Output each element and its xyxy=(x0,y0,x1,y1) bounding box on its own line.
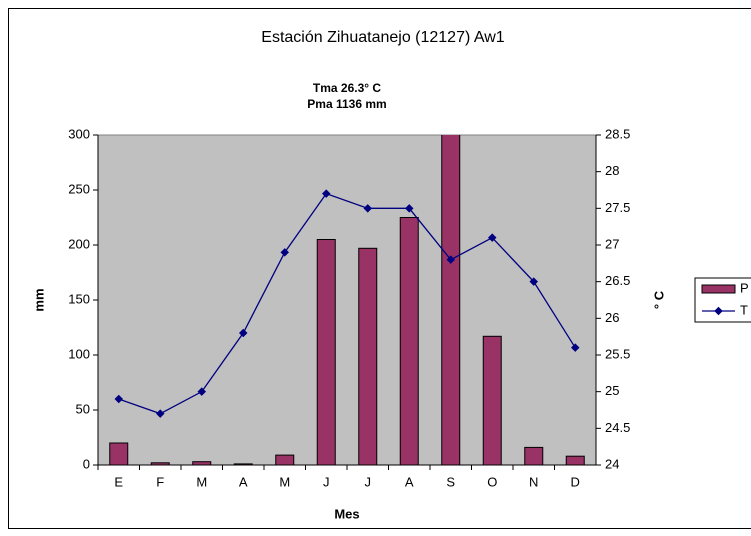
legend-marker xyxy=(714,306,723,316)
point xyxy=(197,387,206,396)
bar xyxy=(399,217,419,465)
y-tick-label: 200 xyxy=(68,236,90,251)
point xyxy=(239,328,248,338)
bar xyxy=(109,442,129,465)
x-tick-label: O xyxy=(487,474,497,489)
legend-swatch xyxy=(701,284,736,294)
point xyxy=(322,189,331,198)
y-tick-label: 250 xyxy=(68,181,90,196)
bar xyxy=(150,462,170,465)
x-tick-label: A xyxy=(239,474,248,489)
bar xyxy=(524,446,544,465)
point xyxy=(446,255,455,264)
point xyxy=(405,204,414,213)
point xyxy=(363,204,372,213)
y-tick-label: 300 xyxy=(68,126,90,141)
y-tick-label: 50 xyxy=(76,401,90,416)
x-tick-label: S xyxy=(446,474,455,489)
y2-tick-label: 28.5 xyxy=(605,126,630,141)
point xyxy=(280,248,289,257)
y2-tick-label: 27 xyxy=(605,236,619,251)
bar xyxy=(316,239,336,465)
y2-tick-label: 28 xyxy=(605,163,619,178)
legend-label: P xyxy=(740,280,749,295)
point xyxy=(488,233,497,242)
x-tick-label: M xyxy=(196,474,207,489)
point xyxy=(156,409,165,418)
plot-content xyxy=(109,135,585,465)
x-axis-label: Mes xyxy=(334,506,359,521)
legend-label: T xyxy=(740,302,748,317)
y2-tick-label: 26.5 xyxy=(605,273,630,288)
chart-title: Estación Zihuatanejo (12127) Aw1 xyxy=(261,29,505,46)
bar xyxy=(482,335,502,465)
bar xyxy=(441,135,461,465)
bar xyxy=(565,455,585,465)
x-tick-label: J xyxy=(323,474,330,489)
y-tick-label: 150 xyxy=(68,291,90,306)
bar xyxy=(275,454,295,465)
subtitle: Pma 1136 mm xyxy=(307,97,386,111)
y2-tick-label: 25 xyxy=(605,383,619,398)
y2-tick-label: 24.5 xyxy=(605,420,630,435)
x-tick-label: E xyxy=(114,474,123,489)
bar xyxy=(192,461,212,465)
x-tick-label: J xyxy=(365,474,372,489)
y-tick-label: 0 xyxy=(83,456,90,471)
x-tick-label: D xyxy=(571,474,580,489)
subtitle: Tma 26.3° C xyxy=(313,81,381,95)
y2-tick-label: 24 xyxy=(605,456,619,471)
y2-tick-label: 26 xyxy=(605,310,619,325)
line xyxy=(118,192,576,415)
y-axis-label: mm xyxy=(31,288,46,311)
y2-tick-label: 27.5 xyxy=(605,200,630,215)
point xyxy=(571,343,580,352)
x-tick-label: M xyxy=(279,474,290,489)
point xyxy=(529,277,538,286)
x-tick-label: F xyxy=(156,474,164,489)
y2-tick-label: 25.5 xyxy=(605,346,630,361)
y2-axis-label: ° C xyxy=(651,290,666,309)
bar xyxy=(233,463,253,465)
point xyxy=(114,394,123,404)
x-tick-label: N xyxy=(529,474,538,489)
plot-area xyxy=(97,134,597,466)
x-tick-label: A xyxy=(405,474,414,489)
bar xyxy=(358,247,378,465)
y-tick-label: 100 xyxy=(68,346,90,361)
